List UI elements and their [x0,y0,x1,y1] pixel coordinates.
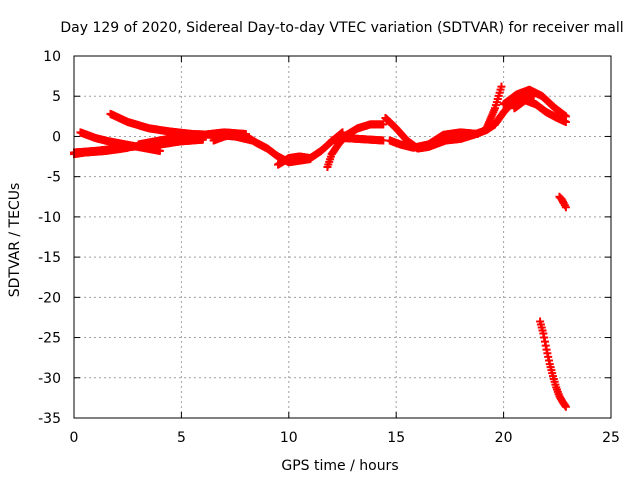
series-track-9 [327,134,388,145]
y-tick-label: 5 [52,89,61,105]
data-point [497,82,506,91]
series-track-17 [536,317,570,411]
data-point [379,120,388,129]
series-track-13 [482,82,506,133]
x-tick-label: 0 [70,430,79,446]
y-tick-label: -25 [38,331,61,347]
series-track-15 [510,96,570,126]
data-points [70,82,570,411]
y-tick-label: -30 [38,371,61,387]
y-tick-label: 10 [43,49,61,65]
x-tick-labels: 0 5 10 15 20 25 [70,430,620,446]
y-tick-label: -15 [38,250,61,266]
chart-title: Day 129 of 2020, Sidereal Day-to-day VTE… [60,20,623,36]
y-tick-label: -20 [38,290,61,306]
x-axis-title: GPS time / hours [281,458,398,474]
data-point [561,203,570,212]
series-track-14 [499,85,570,121]
y-axis-title: SDTVAR / TECUs [7,183,23,298]
data-point [561,117,570,126]
y-tick-label: -10 [38,210,61,226]
y-tick-label: -5 [47,170,61,186]
x-tick-label: 5 [177,430,186,446]
y-tick-label: 0 [52,129,61,145]
y-tick-labels: -35 -30 -25 -20 -15 -10 -5 0 5 10 [38,49,61,427]
y-tick-label: -35 [38,411,61,427]
data-point [561,402,570,411]
plot-frame [73,55,612,419]
series-track-16 [555,192,570,212]
x-tick-label: 15 [387,430,405,446]
x-tick-label: 10 [280,430,298,446]
x-tick-label: 25 [602,430,620,446]
x-tick-label: 20 [495,430,513,446]
